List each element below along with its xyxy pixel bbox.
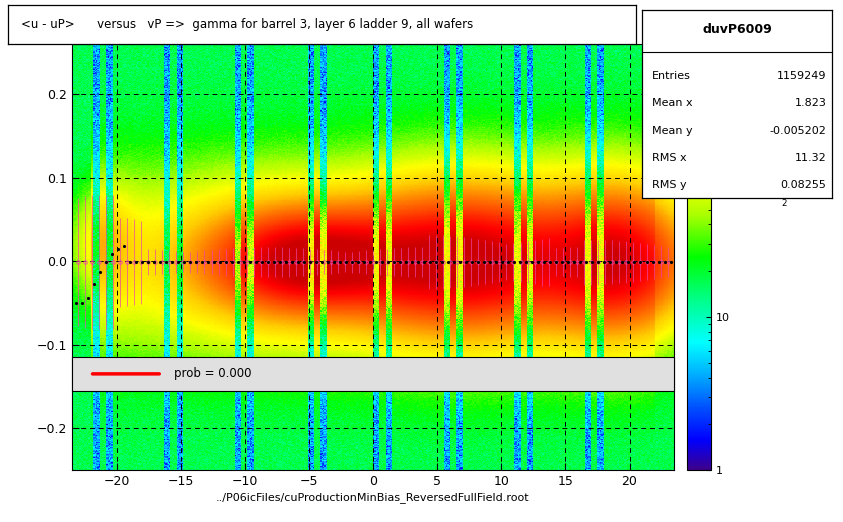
Text: prob = 0.000: prob = 0.000 xyxy=(175,367,251,381)
Text: <u - uP>      versus   vP =>  gamma for barrel 3, layer 6 ladder 9, all wafers: <u - uP> versus vP => gamma for barrel 3… xyxy=(21,18,473,31)
Text: Mean y: Mean y xyxy=(652,126,692,136)
Text: 11.32: 11.32 xyxy=(795,153,826,163)
X-axis label: ../P06icFiles/cuProductionMinBias_ReversedFullField.root: ../P06icFiles/cuProductionMinBias_Revers… xyxy=(216,492,530,503)
Text: Mean x: Mean x xyxy=(652,99,692,109)
Text: 1.823: 1.823 xyxy=(794,99,826,109)
Bar xyxy=(72,357,674,390)
Text: 1159249: 1159249 xyxy=(777,71,826,81)
Text: $^2$: $^2$ xyxy=(781,199,788,212)
Text: RMS x: RMS x xyxy=(652,153,686,163)
Text: RMS y: RMS y xyxy=(652,180,686,190)
Text: Entries: Entries xyxy=(652,71,690,81)
Text: 0.08255: 0.08255 xyxy=(781,180,826,190)
Text: duvP6009: duvP6009 xyxy=(702,23,772,35)
Text: -0.005202: -0.005202 xyxy=(770,126,826,136)
